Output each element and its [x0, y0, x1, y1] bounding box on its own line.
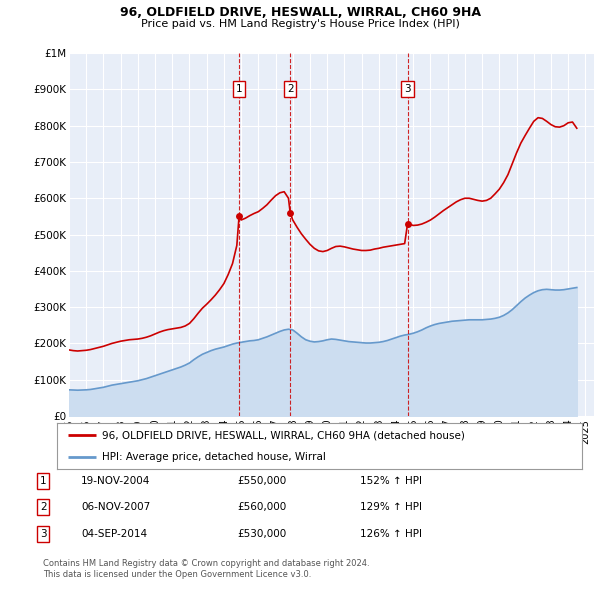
- Text: 1: 1: [236, 84, 242, 94]
- Text: £530,000: £530,000: [237, 529, 286, 539]
- Text: Contains HM Land Registry data © Crown copyright and database right 2024.: Contains HM Land Registry data © Crown c…: [43, 559, 370, 568]
- Text: 19-NOV-2004: 19-NOV-2004: [81, 476, 151, 486]
- Text: 2: 2: [287, 84, 293, 94]
- Text: 06-NOV-2007: 06-NOV-2007: [81, 503, 150, 512]
- Text: 1: 1: [40, 476, 47, 486]
- Text: 126% ↑ HPI: 126% ↑ HPI: [360, 529, 422, 539]
- Text: This data is licensed under the Open Government Licence v3.0.: This data is licensed under the Open Gov…: [43, 571, 311, 579]
- Text: 04-SEP-2014: 04-SEP-2014: [81, 529, 147, 539]
- Text: 96, OLDFIELD DRIVE, HESWALL, WIRRAL, CH60 9HA: 96, OLDFIELD DRIVE, HESWALL, WIRRAL, CH6…: [119, 6, 481, 19]
- Text: 3: 3: [40, 529, 47, 539]
- Text: £550,000: £550,000: [237, 476, 286, 486]
- Text: 129% ↑ HPI: 129% ↑ HPI: [360, 503, 422, 512]
- Text: 3: 3: [404, 84, 411, 94]
- Text: £560,000: £560,000: [237, 503, 286, 512]
- Text: 96, OLDFIELD DRIVE, HESWALL, WIRRAL, CH60 9HA (detached house): 96, OLDFIELD DRIVE, HESWALL, WIRRAL, CH6…: [101, 431, 464, 441]
- Text: 2: 2: [40, 503, 47, 512]
- Text: 152% ↑ HPI: 152% ↑ HPI: [360, 476, 422, 486]
- Text: HPI: Average price, detached house, Wirral: HPI: Average price, detached house, Wirr…: [101, 451, 325, 461]
- Text: Price paid vs. HM Land Registry's House Price Index (HPI): Price paid vs. HM Land Registry's House …: [140, 19, 460, 29]
